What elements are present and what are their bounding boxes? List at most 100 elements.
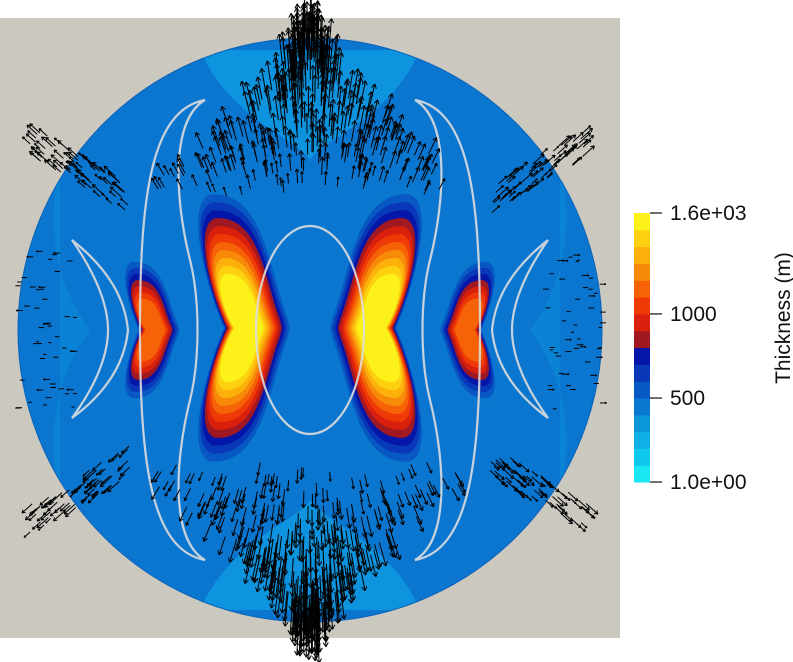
velocity-arrow-head [287,129,293,135]
velocity-arrow [81,179,92,189]
velocity-arrow [326,54,330,84]
velocity-arrow [328,533,332,559]
velocity-arrow [390,122,398,141]
velocity-arrow-head [274,484,279,489]
velocity-arrow-head [346,523,353,529]
velocity-arrow [553,158,561,165]
velocity-arrow [65,160,72,167]
velocity-arrow-head [91,183,97,189]
velocity-arrow [505,480,518,492]
velocity-arrow [580,522,588,529]
velocity-arrow-head [518,191,522,196]
contour-line [254,224,366,436]
velocity-arrow [363,158,368,172]
velocity-arrow-head [563,502,568,507]
velocity-arrow-head [245,114,251,120]
velocity-arrow-head [305,519,311,524]
velocity-arrow-head [373,99,380,105]
velocity-arrow-head [274,173,279,177]
velocity-arrow [82,470,94,481]
velocity-arrow-head [227,557,234,563]
velocity-arrow [382,491,388,507]
velocity-arrow [384,498,391,515]
velocity-arrow [316,28,319,62]
velocity-arrow-head [381,489,386,494]
velocity-arrow-head [178,517,184,522]
velocity-arrow [294,522,297,544]
velocity-arrow [341,143,345,159]
velocity-arrow [110,186,122,198]
velocity-arrow [293,101,297,124]
thickness-ridge-1 [327,186,425,470]
velocity-arrow-head [196,152,201,158]
velocity-arrow [344,105,349,129]
velocity-arrow [329,471,331,482]
velocity-arrow [316,592,319,622]
velocity-arrow [176,158,186,174]
velocity-arrow-head [256,472,261,476]
velocity-arrow-head [118,454,123,458]
velocity-arrow-head [564,144,568,149]
velocity-arrow [491,205,501,214]
velocity-arrow-head [36,140,40,144]
velocity-arrow-head [529,498,532,501]
velocity-arrow-head [501,481,506,486]
velocity-arrow-head [364,543,371,549]
velocity-arrow-head [65,160,68,164]
velocity-arrow [281,583,286,613]
velocity-arrow-head [47,158,52,163]
velocity-arrow [89,165,96,171]
velocity-arrow [232,519,239,536]
velocity-arrow [416,156,424,172]
velocity-arrow-head [321,517,327,523]
velocity-arrow [296,75,299,105]
velocity-arrow-head [419,155,425,161]
velocity-arrow [112,181,126,193]
velocity-arrow [245,81,253,106]
velocity-arrow [533,489,544,499]
velocity-arrow [319,509,321,526]
velocity-arrow-head [393,122,399,128]
velocity-arrow-head [525,482,530,486]
velocity-arrow-head [188,480,193,485]
velocity-arrow-head [287,629,294,635]
velocity-arrow [334,33,339,64]
velocity-arrow-head [68,156,72,160]
velocity-arrow [301,57,304,89]
velocity-arrow-head [435,148,441,153]
velocity-arrow-head [337,85,344,91]
velocity-arrow-head [510,474,515,480]
velocity-arrow [358,153,363,170]
velocity-arrow [240,157,245,171]
velocity-arrow [344,144,348,163]
velocity-arrow [303,43,306,76]
velocity-arrow [29,150,42,162]
velocity-arrow-head [269,489,274,493]
velocity-arrow [93,190,101,198]
velocity-arrow-head [211,183,215,187]
velocity-arrow [211,161,218,177]
colorbar-band-11 [634,280,650,298]
velocity-arrow [413,505,422,525]
velocity-arrow-head [321,499,326,504]
velocity-arrow-head [428,470,433,474]
velocity-arrow-head [98,176,103,180]
velocity-arrow-head [300,555,307,561]
velocity-arrow-head [584,345,587,349]
velocity-arrow [572,158,580,165]
velocity-arrow [531,162,538,169]
velocity-arrow-head [238,185,242,189]
velocity-arrow [422,167,430,181]
velocity-arrow [299,618,302,657]
velocity-arrow [408,468,414,479]
velocity-arrow [578,499,590,511]
velocity-arrow [77,180,86,188]
velocity-arrow [335,591,340,623]
velocity-arrow [169,168,175,177]
velocity-arrow [564,144,576,155]
velocity-arrow-head [107,458,112,463]
velocity-arrow [327,46,331,81]
velocity-arrow [338,500,343,520]
velocity-arrow-head [323,133,330,139]
